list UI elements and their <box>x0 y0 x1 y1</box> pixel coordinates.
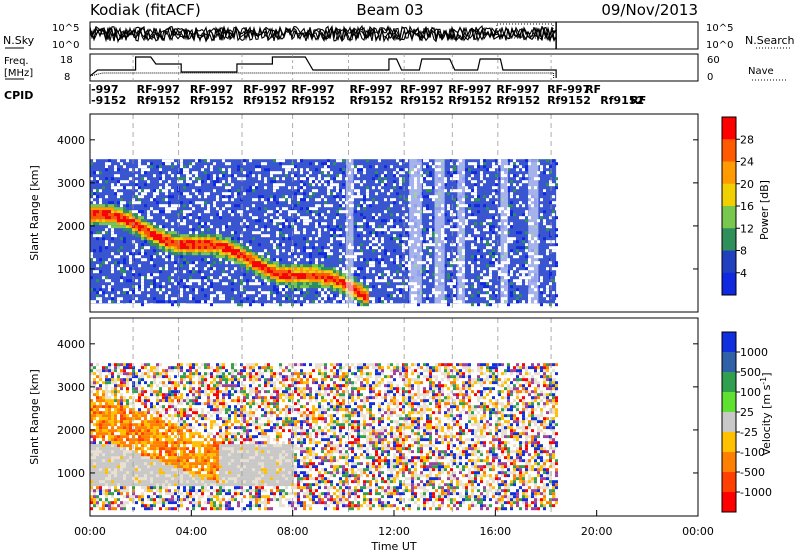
y-tick-label: 3000 <box>57 177 85 190</box>
colorbar-segment <box>722 251 736 274</box>
y-tick-label: 2000 <box>57 424 85 437</box>
colorbar-tick-label: 100 <box>740 386 761 399</box>
y-tick-label: 3000 <box>57 381 85 394</box>
y-tick-label: 1000 <box>57 467 85 480</box>
colorbar-tick-label: -500 <box>740 466 765 479</box>
velocity-ylabel: Slant Range [km] <box>28 369 41 465</box>
colorbar-tick-label: 20 <box>740 178 754 191</box>
velocity-heatmap <box>90 363 558 510</box>
colorbar-tick-label: 4 <box>740 267 747 280</box>
x-tick-label: 12:00 <box>378 525 410 538</box>
cpid-value: -9152 <box>91 94 126 107</box>
cpid-value: Rf9152 <box>547 94 591 107</box>
power-colorbar: 28 24 20 16 12 8 4 <box>722 117 754 296</box>
date-title: 09/Nov/2013 <box>601 1 698 19</box>
colorbar-segment <box>722 184 736 207</box>
colorbar-segment <box>722 372 736 393</box>
power-heatmap <box>90 159 558 306</box>
x-tick-label: 00:00 <box>682 525 714 538</box>
nsky-tick-top: 10^5 <box>52 23 79 34</box>
colorbar-segment <box>722 228 736 251</box>
y-tick-label: 1000 <box>57 263 85 276</box>
colorbar-tick-label: -1000 <box>740 486 772 499</box>
power-panel: 1000 2000 3000 4000 Slant Range [km] <box>28 114 698 312</box>
colorbar-segment <box>722 492 736 513</box>
cpid-value: Rf9152 <box>243 94 287 107</box>
power-colorbar-title: Power [dB] <box>758 180 771 240</box>
colorbar-tick-label: 8 <box>740 245 747 258</box>
nsky-label: N.Sky <box>3 34 35 47</box>
freq-tick-bottom: 8 <box>64 72 70 83</box>
freq-unit: [MHz] <box>4 68 33 79</box>
cpid-label: CPID <box>4 89 33 102</box>
velocity-panel: 1000 2000 3000 4000 Slant Range [km] <box>28 318 698 516</box>
nsky-panel: N.Sky 10^5 10^0 10^5 10^0 N.Search <box>3 22 795 51</box>
freq-tick-top: 18 <box>60 55 73 66</box>
nave-tick-bottom: 0 <box>707 72 713 83</box>
colorbar-segment <box>722 352 736 373</box>
station-title: Kodiak (fitACF) <box>90 1 201 19</box>
colorbar-segment <box>722 206 736 229</box>
freq-panel: Freq. [MHz] 18 8 60 0 Nave <box>4 54 786 83</box>
colorbar-tick-label: -25 <box>740 426 758 439</box>
colorbar-segment <box>722 273 736 296</box>
colorbar-segment <box>722 412 736 433</box>
colorbar-segment <box>722 332 736 353</box>
y-tick-label: 4000 <box>57 134 85 147</box>
y-tick-label: 4000 <box>57 338 85 351</box>
nsearch-tick-bottom: 10^0 <box>706 40 733 51</box>
cpid-value: RF <box>630 94 646 107</box>
xaxis-label: Time UT <box>370 540 416 553</box>
cpid-value: Rf9152 <box>400 94 444 107</box>
nsky-tick-bottom: 10^0 <box>52 40 79 51</box>
freq-label: Freq. <box>4 56 29 67</box>
cpid-value: Rf9152 <box>291 94 335 107</box>
beam-title: Beam 03 <box>356 1 423 19</box>
nave-label: Nave <box>748 66 774 77</box>
colorbar-segment <box>722 139 736 162</box>
cpid-value: Rf9152 <box>448 94 492 107</box>
colorbar-tick-label: 12 <box>740 222 754 235</box>
nave-tick-top: 60 <box>707 55 720 66</box>
cpid-value: Rf9152 <box>137 94 181 107</box>
cpid-value: Rf9152 <box>190 94 234 107</box>
x-tick-label: 16:00 <box>479 525 511 538</box>
x-tick-label: 20:00 <box>581 525 613 538</box>
colorbar-tick-label: 28 <box>740 133 754 146</box>
nsearch-label: N.Search <box>745 34 795 47</box>
x-tick-label: 04:00 <box>175 525 207 538</box>
colorbar-segment <box>722 392 736 413</box>
cpid-value: Rf9152 <box>496 94 540 107</box>
x-tick-label: 00:00 <box>74 525 106 538</box>
colorbar-tick-label: 1000 <box>740 346 768 359</box>
y-tick-label: 2000 <box>57 220 85 233</box>
velocity-colorbar-title: Velocity [m s-1] <box>759 372 774 455</box>
power-ylabel: Slant Range [km] <box>28 165 41 261</box>
colorbar-segment <box>722 432 736 453</box>
colorbar-segment <box>722 452 736 473</box>
nsearch-tick-top: 10^5 <box>706 23 733 34</box>
cpid-value: Rf9152 <box>349 94 393 107</box>
colorbar-tick-label: 24 <box>740 156 754 169</box>
colorbar-segment <box>722 162 736 185</box>
colorbar-tick-label: 16 <box>740 200 754 213</box>
x-tick-label: 08:00 <box>277 525 309 538</box>
colorbar-segment <box>722 472 736 493</box>
colorbar-tick-label: 25 <box>740 406 754 419</box>
colorbar-segment <box>722 117 736 140</box>
